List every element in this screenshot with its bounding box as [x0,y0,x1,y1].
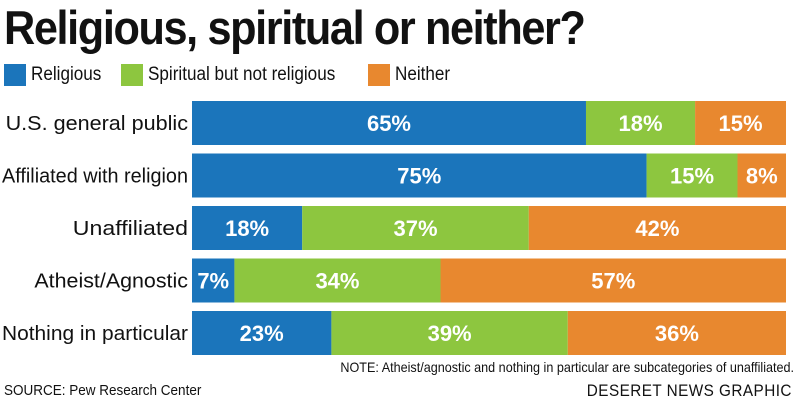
bar-unaffiliated-spiritual-but-not-religious [302,206,529,250]
legend-label-religious: Religious [31,64,102,85]
legend-swatch-neither [368,64,391,86]
chart-note: NOTE: Atheist/agnostic and nothing in pa… [340,359,794,375]
data-label-u-s-general-public-neither: 15% [719,111,763,136]
category-label-affiliated-with-religion: Affiliated with religion [2,166,188,188]
legend-swatch-spiritual [121,64,144,86]
bar-affiliated-with-religion-neither [737,153,786,198]
data-label-atheist-agnostic-neither: 57% [591,269,635,294]
data-label-u-s-general-public-religious: 65% [367,111,411,136]
bar-u-s-general-public-neither [695,101,786,145]
data-label-nothing-in-particular-religious: 23% [240,321,284,346]
bar-unaffiliated-neither [528,206,786,250]
bar-nothing-in-particular-neither [567,311,786,355]
bar-atheist-agnostic-spiritual-but-not-religious [234,258,441,303]
chart-title: Religious, spiritual or neither? [4,1,586,54]
data-label-u-s-general-public-spiritual-but-not-religious: 18% [619,111,663,136]
legend-label-neither: Neither [395,64,451,85]
data-label-affiliated-with-religion-spiritual-but-not-religious: 15% [670,164,714,189]
data-label-atheist-agnostic-religious: 7% [197,269,229,294]
legend-item-spiritual: Spiritual but not religious [121,64,356,86]
bar-u-s-general-public-religious [192,101,586,145]
bar-nothing-in-particular-religious [192,311,332,355]
data-label-atheist-agnostic-spiritual-but-not-religious: 34% [315,269,359,294]
legend: Religious Spiritual but not religious Ne… [4,63,468,87]
bar-affiliated-with-religion-spiritual-but-not-religious [646,153,738,198]
data-label-affiliated-with-religion-religious: 75% [397,164,441,189]
bar-affiliated-with-religion-religious [192,153,647,198]
data-label-affiliated-with-religion-neither: 8% [746,164,778,189]
graphic-credit: DESERET NEWS GRAPHIC [586,381,792,400]
legend-swatch-religious [4,64,26,86]
legend-item-neither: Neither [368,64,456,86]
data-label-nothing-in-particular-neither: 36% [655,321,699,346]
bar-atheist-agnostic-neither [440,258,786,303]
bar-nothing-in-particular-spiritual-but-not-religious [331,311,568,355]
bar-unaffiliated-religious [192,206,303,250]
legend-item-religious: Religious [4,64,109,86]
legend-label-spiritual: Spiritual but not religious [148,64,336,85]
bar-atheist-agnostic-religious [192,258,235,303]
category-label-unaffiliated: Unaffiliated [73,218,188,240]
data-label-unaffiliated-religious: 18% [225,216,269,241]
data-label-nothing-in-particular-spiritual-but-not-religious: 39% [428,321,472,346]
category-label-atheist-agnostic: Atheist/Agnostic [34,271,188,293]
source-line: SOURCE: Pew Research Center [4,382,202,399]
bar-u-s-general-public-spiritual-but-not-religious [585,101,696,145]
data-label-unaffiliated-neither: 42% [635,216,679,241]
category-label-nothing-in-particular: Nothing in particular [2,323,188,345]
data-label-unaffiliated-spiritual-but-not-religious: 37% [393,216,437,241]
category-label-u-s-general-public: U.S. general public [6,113,188,135]
